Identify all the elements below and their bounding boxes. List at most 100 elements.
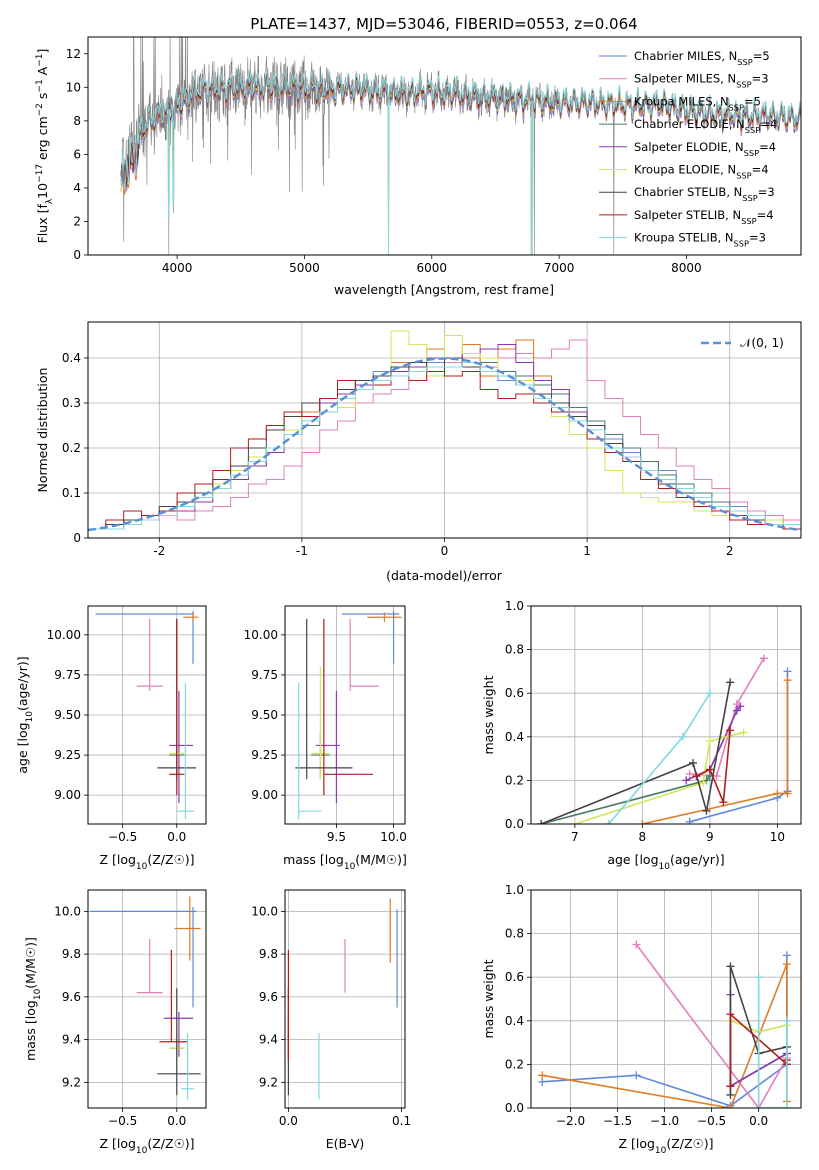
- age-vs-z-ytick-label: 9.25: [54, 748, 81, 762]
- weight-vs-z-point-marker: [538, 1071, 547, 1080]
- residuals-xtick-label: 2: [726, 544, 734, 558]
- weight-vs-age-series-line: [689, 671, 789, 823]
- residuals-legend: 𝒩(0, 1): [701, 336, 784, 350]
- weight-vs-z-xlabel: Z [log10(Z/Z☉)]: [618, 1136, 713, 1156]
- spectrum-xtick-label: 7000: [544, 261, 575, 275]
- mass-vs-ebv-xtick-label: 0.1: [392, 1114, 411, 1128]
- legend-label-sub: SSP: [734, 239, 749, 249]
- age-vs-mass-ytick-label: 9.00: [251, 788, 278, 802]
- legend-label: Salpeter MILES, NSSP=3: [634, 72, 769, 90]
- age-vs-z-ylabel-tail: (age/yr)]: [15, 656, 30, 711]
- weight-vs-z-point-marker: [726, 1082, 735, 1091]
- mass-vs-z-frame: [87, 889, 207, 1109]
- weight-vs-age-xlabel-sub: 10: [659, 862, 671, 872]
- age-vs-z-ytick-label: 10.00: [47, 628, 81, 642]
- legend-label-tail: =3: [752, 72, 769, 86]
- residuals-xtick-label: -2: [153, 544, 165, 558]
- age-vs-mass-ytick-label: 9.75: [251, 668, 278, 682]
- legend-label: Kroupa MILES, NSSP=5: [634, 94, 761, 112]
- weight-vs-age-xtick-label: 7: [571, 830, 579, 844]
- weight-vs-z-series-line: [635, 944, 788, 1108]
- weight-vs-age-series-line: [540, 682, 731, 824]
- weight-vs-z-ytick-label: 0.2: [505, 1057, 524, 1071]
- legend-label-text: Kroupa ELODIE, N: [634, 163, 736, 177]
- legend-label-sub: SSP: [745, 125, 760, 135]
- residuals-ylabel: Normed distribution: [35, 368, 50, 493]
- weight-vs-age-point-marker: [692, 772, 701, 781]
- legend-label-text: Kroupa STELIB, N: [634, 231, 734, 245]
- age-vs-z-xlabel-sub: 10: [136, 862, 148, 872]
- weight-vs-age-xlabel-text: age [log: [607, 852, 658, 867]
- residuals-axes: -2 -1 0 1 2 0 0.1 0.2 0.3 0.4: [62, 321, 802, 558]
- weight-vs-age-xtick-label: 10: [770, 830, 785, 844]
- weight-vs-age-ytick-label: 0.6: [505, 686, 524, 700]
- mass-vs-z-xtick-label: −0.5: [108, 1114, 137, 1128]
- age-vs-z-xlabel-tail: (Z/Z☉)]: [147, 852, 194, 867]
- weight-vs-age-point-marker: [699, 778, 708, 787]
- legend-label-tail: =5: [744, 94, 761, 108]
- weight-vs-age-ytick-label: 1.0: [505, 599, 524, 613]
- weight-vs-age-frame: [530, 605, 802, 825]
- mass-vs-z-xtick-label: 0.0: [167, 1114, 186, 1128]
- weight-vs-z-point-marker: [782, 1016, 791, 1025]
- weight-vs-z-ytick-label: 1.0: [505, 883, 524, 897]
- legend-label-sub: SSP: [736, 80, 751, 90]
- mass-vs-z-plot-area: [90, 896, 201, 1100]
- spectrum-ytick-label: 4: [73, 181, 81, 195]
- age-vs-z-ytick-label: 9.50: [54, 708, 81, 722]
- weight-vs-z-ytick-label: 0.0: [505, 1101, 524, 1115]
- spectrum-ytick-label: 6: [73, 147, 81, 161]
- spectrum-ytick-label: 0: [73, 248, 81, 262]
- legend-label-sub: SSP: [737, 57, 752, 67]
- spectrum-ylabel-part: 10: [35, 183, 50, 199]
- weight-vs-age-point-marker: [739, 728, 748, 737]
- spectrum-model-line: [120, 69, 801, 255]
- weight-vs-z-xlabel-sub: 10: [655, 1146, 667, 1156]
- legend-label: Chabrier ELODIE, NSSP=4: [634, 117, 777, 135]
- weight-vs-age-series-line: [574, 731, 744, 824]
- weight-vs-age-point-marker: [783, 676, 792, 685]
- spectrum-ytick-label: 8: [73, 114, 81, 128]
- legend-label-tail: =5: [753, 49, 770, 63]
- legend-label: Chabrier MILES, NSSP=5: [634, 49, 770, 67]
- age-vs-mass-axes: 9.5 10.0 9.00 9.25 9.50 9.75 10.00: [244, 605, 407, 844]
- weight-vs-z-point-marker: [726, 1010, 735, 1019]
- weight-vs-z-point-marker: [754, 1104, 763, 1108]
- weight-vs-age-point-marker: [759, 654, 768, 663]
- weight-vs-z-xtick-label: 0.0: [749, 1114, 768, 1128]
- age-vs-mass-ytick-label: 10.00: [244, 628, 278, 642]
- weight-vs-age-point-marker: [719, 798, 728, 807]
- weight-vs-z-point-marker: [726, 1090, 735, 1099]
- weight-vs-z-point-marker: [726, 962, 735, 971]
- legend-label-text: Kroupa MILES, N: [634, 94, 729, 108]
- residuals-ytick-label: 0: [73, 531, 81, 545]
- spectrum-ylabel-part: −1: [35, 54, 45, 67]
- residuals-xtick-label: -1: [296, 544, 308, 558]
- spectrum-plot-area: [120, 37, 801, 255]
- weight-vs-z-point-marker: [632, 940, 641, 949]
- mass-vs-ebv-ytick-label: 9.6: [259, 990, 278, 1004]
- weight-vs-age-point-marker: [685, 817, 694, 824]
- mass-vs-z-ytick-label: 9.8: [62, 947, 81, 961]
- legend-label-tail: =3: [749, 231, 766, 245]
- weight-vs-age-point-marker: [702, 806, 711, 815]
- weight-vs-age-point-marker: [726, 726, 735, 735]
- residuals-xlabel: (data-model)/error: [386, 568, 503, 583]
- legend-label: Kroupa ELODIE, NSSP=4: [634, 163, 769, 181]
- mass-vs-z-axes: −0.5 0.0 9.2 9.4 9.6 9.8 10.0: [54, 889, 207, 1128]
- legend-label: Salpeter ELODIE, NSSP=4: [634, 140, 776, 158]
- weight-vs-age-plot-area: [537, 654, 792, 824]
- weight-vs-age-ytick-label: 0.0: [505, 817, 524, 831]
- weight-vs-age-xtick-label: 9: [706, 830, 714, 844]
- mass-vs-z-xlabel-text: Z [log: [99, 1136, 135, 1151]
- weight-vs-age-point-marker: [705, 765, 714, 774]
- spectrum-xtick-label: 6000: [416, 261, 447, 275]
- age-vs-z-ytick-label: 9.00: [54, 788, 81, 802]
- mass-vs-ebv-plot-area: [287, 898, 398, 1100]
- residuals-xtick-label: 1: [583, 544, 591, 558]
- age-vs-mass-ytick-label: 9.50: [251, 708, 278, 722]
- residuals-ytick-label: 0.2: [62, 441, 81, 455]
- residual-histogram-series: [88, 362, 801, 530]
- weight-vs-age-point-marker: [736, 702, 745, 711]
